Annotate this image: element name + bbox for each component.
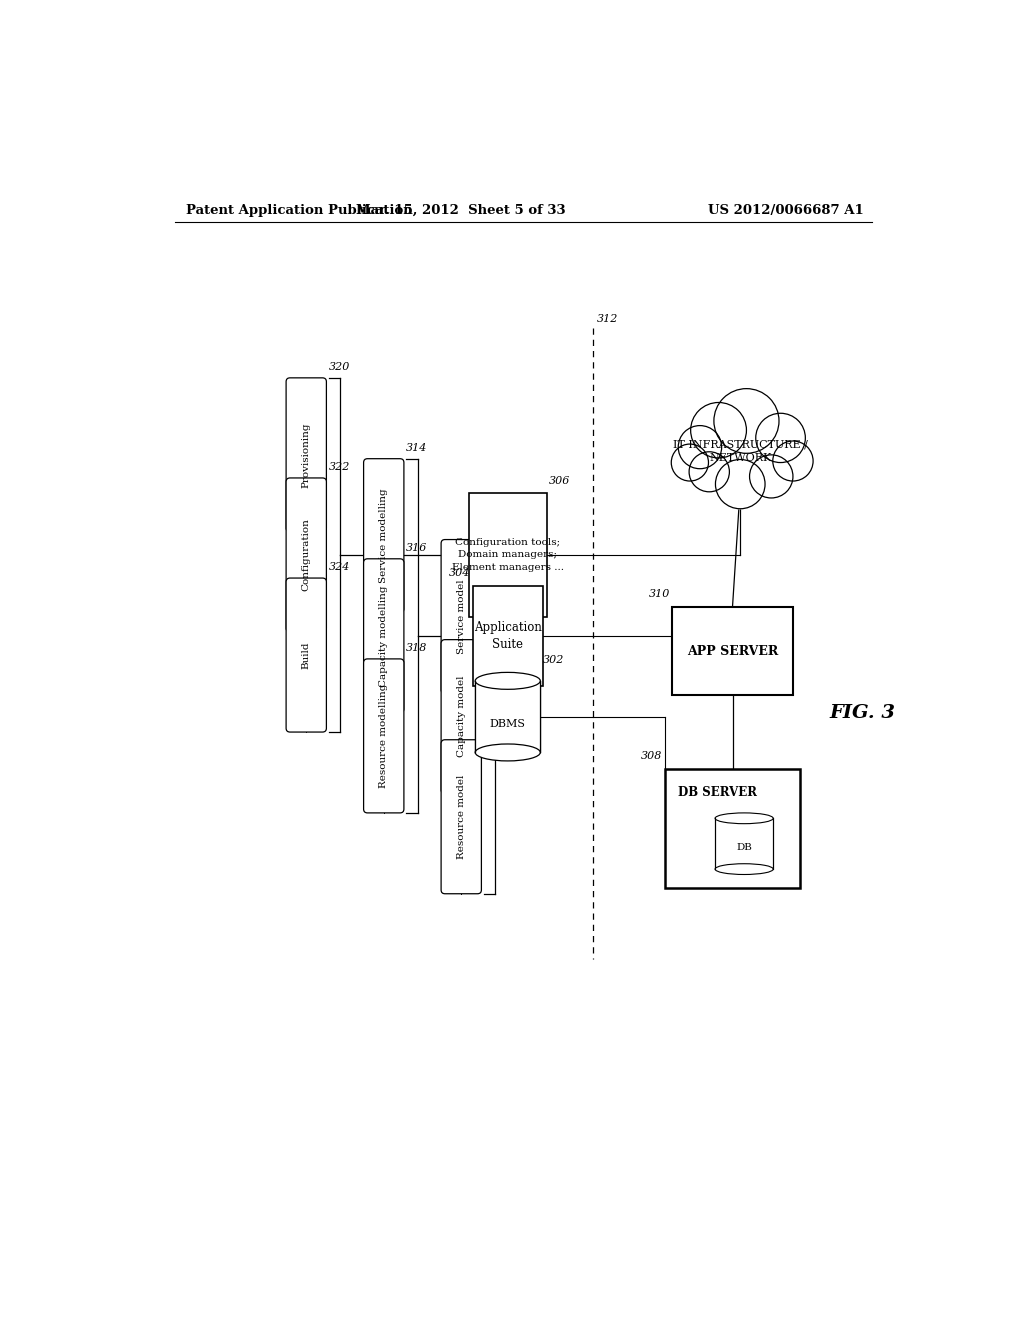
Circle shape (678, 425, 722, 469)
Circle shape (672, 444, 709, 480)
Text: 314: 314 (407, 442, 428, 453)
Text: 310: 310 (649, 589, 670, 599)
FancyBboxPatch shape (364, 558, 403, 713)
Text: Mar. 15, 2012  Sheet 5 of 33: Mar. 15, 2012 Sheet 5 of 33 (356, 205, 566, 218)
Text: Configuration: Configuration (302, 519, 310, 591)
Bar (475, 681, 541, 752)
Text: Provisioning: Provisioning (302, 422, 310, 487)
FancyBboxPatch shape (286, 478, 327, 632)
Circle shape (773, 441, 813, 480)
Text: 308: 308 (641, 751, 663, 760)
FancyBboxPatch shape (441, 739, 481, 894)
Text: Capacity model: Capacity model (457, 676, 466, 758)
Text: DB: DB (736, 843, 752, 851)
FancyBboxPatch shape (364, 459, 403, 612)
Text: Build: Build (302, 642, 310, 669)
FancyBboxPatch shape (286, 578, 327, 733)
Ellipse shape (715, 813, 773, 824)
FancyBboxPatch shape (441, 540, 481, 693)
Ellipse shape (475, 744, 541, 760)
Circle shape (693, 409, 786, 502)
FancyBboxPatch shape (286, 378, 327, 532)
Text: Resource model: Resource model (457, 775, 466, 859)
Text: 106: 106 (483, 524, 505, 533)
Text: 312: 312 (597, 314, 618, 323)
Text: 318: 318 (407, 643, 428, 653)
Bar (469, 494, 547, 616)
Text: Configuration tools;
Domain managers;
Element managers ...: Configuration tools; Domain managers; El… (452, 539, 564, 572)
Text: 320: 320 (329, 362, 350, 372)
FancyBboxPatch shape (364, 659, 403, 813)
Text: Resource modelling: Resource modelling (379, 684, 388, 788)
Circle shape (756, 413, 805, 462)
Text: Service modelling: Service modelling (379, 488, 388, 583)
Text: Service model: Service model (457, 579, 466, 653)
Text: 302: 302 (543, 655, 564, 665)
Text: APP SERVER: APP SERVER (687, 644, 778, 657)
Text: 316: 316 (407, 543, 428, 553)
Text: FIG. 3: FIG. 3 (829, 704, 895, 722)
Circle shape (716, 459, 765, 508)
Circle shape (714, 388, 779, 453)
Ellipse shape (715, 863, 773, 874)
Circle shape (689, 451, 729, 492)
Bar (473, 586, 543, 686)
Text: 306: 306 (549, 475, 570, 486)
Text: Patent Application Publication: Patent Application Publication (186, 205, 413, 218)
Text: 304: 304 (450, 568, 471, 578)
Text: DB SERVER: DB SERVER (678, 785, 757, 799)
Text: Application
Suite: Application Suite (474, 620, 542, 651)
Text: Capacity modelling: Capacity modelling (379, 585, 388, 686)
Ellipse shape (475, 672, 541, 689)
Circle shape (750, 455, 793, 498)
Bar (665, 768, 801, 888)
Circle shape (690, 403, 746, 458)
Bar (715, 818, 773, 869)
Bar (673, 607, 793, 696)
Text: 322: 322 (329, 462, 350, 471)
Text: 104: 104 (483, 623, 505, 634)
Text: US 2012/0066687 A1: US 2012/0066687 A1 (709, 205, 864, 218)
FancyBboxPatch shape (441, 640, 481, 793)
Text: 102: 102 (483, 723, 505, 734)
Text: DBMS: DBMS (489, 719, 525, 730)
Text: IT INFRASTRUCTURE /
NETWORK: IT INFRASTRUCTURE / NETWORK (673, 440, 808, 462)
Text: 324: 324 (329, 562, 350, 572)
